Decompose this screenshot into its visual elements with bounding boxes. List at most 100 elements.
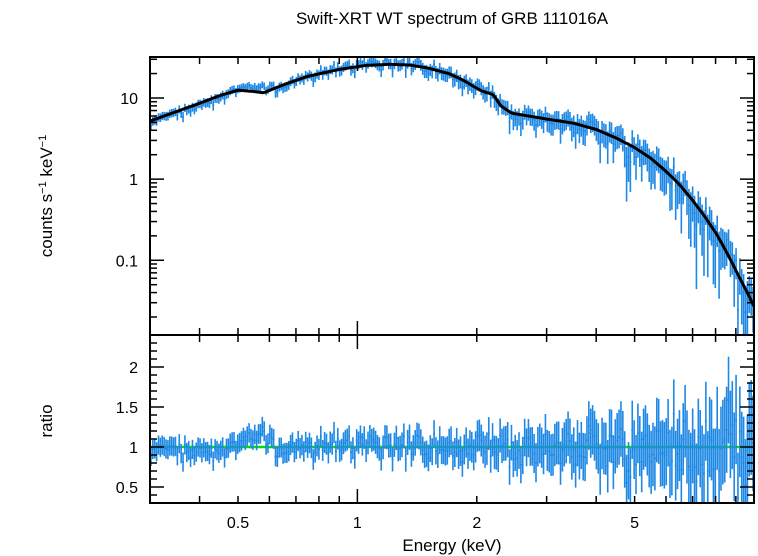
ratio-data-point [310,437,313,459]
ratio-data-point [542,433,545,475]
spectrum-data-point [718,231,721,299]
spectrum-data-point [584,120,587,147]
spectrum-data-point [484,87,486,103]
ratio-data-point [416,422,419,449]
ratio-data-point [316,435,318,457]
ratio-data-point [270,427,273,448]
spectrum-data-point [574,121,577,149]
ratio-data-point [516,440,519,477]
ratio-data-point [165,439,167,459]
ratio-data-point [463,434,466,465]
ratio-data-point [423,441,426,468]
ratio-data-point [453,437,456,467]
ratio-data-point [499,418,502,453]
ratio-data-point [748,382,751,477]
ratio-data-point [302,441,305,462]
ratio-data-point [604,422,607,475]
spectrum-data-point [604,124,607,149]
ratio-data-point [680,434,683,503]
ratio-data-point [701,425,704,503]
ratio-data-point [718,428,721,503]
ratio-data-point [485,432,488,465]
ratio-data-point [282,443,285,464]
ratio-data-point [348,425,351,448]
ratio-data-point [193,445,196,466]
ratio-data-point [576,420,579,467]
spectrum-data-point [442,67,445,81]
ratio-data-point [346,428,349,451]
ratio-data-point [640,431,643,493]
x-tick-label: 5 [630,515,639,532]
spectrum-data-point [508,112,511,135]
ratio-data-point [687,429,690,503]
ratio-data-point [629,447,632,503]
ratio-data-point [265,435,268,455]
ratio-data-point [402,423,405,449]
ratio-data-point [429,435,432,463]
ratio-data-point [638,416,641,477]
ratio-y-tick-label: 0.5 [116,480,138,497]
spectrum-data-point [561,113,564,135]
ratio-data-point [561,427,564,472]
ratio-data [150,356,754,503]
ratio-data-point [487,417,490,450]
spectrum-data-point [678,171,681,205]
ratio-data-point [531,427,534,466]
ratio-data-point [614,419,617,474]
spectrum-data-point [672,157,675,180]
ratio-data-point [421,436,424,463]
ratio-data-point [170,436,173,456]
ratio-data-point [325,433,328,455]
spectrum-data-point [740,268,743,325]
ratio-data-point [321,439,324,461]
ratio-data-point [168,436,171,456]
spectrum-data-point [582,120,585,145]
ratio-data-point [327,442,330,464]
ratio-data-point [578,432,581,480]
ratio-data-point [234,440,237,461]
axis-ticks [149,57,755,503]
spectrum-data-point [744,285,747,335]
ratio-data-point [312,449,315,470]
ratio-data-point [180,444,183,464]
spectrum-y-tick-label: 1 [129,172,138,189]
ratio-data-point [565,418,568,464]
ratio-data-point [721,399,724,485]
ratio-data-point [334,440,337,463]
spectrum-data-point [689,192,692,247]
ratio-data-point [540,427,543,468]
ratio-data-point [518,432,520,469]
ratio-data-point [723,397,726,483]
ratio-data-point [410,441,413,467]
ratio-data-point [355,429,358,452]
spectrum-data-point [518,108,520,126]
ratio-data-point [495,436,498,470]
ratio-data-point [667,398,670,467]
ratio-data-point [157,435,160,455]
ratio-data-point [208,444,211,465]
ratio-data-point [501,428,503,464]
ratio-data-point [374,430,377,454]
ratio-data-point [603,422,605,475]
ratio-data-point [268,424,271,445]
spectrum-data-point [610,122,613,144]
ratio-data-point [470,431,473,463]
ratio-data-point [550,434,553,476]
ratio-data-point [361,433,364,456]
spectrum-data-point [223,94,226,105]
ratio-data-point [197,437,200,457]
spectrum-data-point [572,115,575,138]
spectrum-data-point [548,113,551,133]
ratio-data-point [223,448,226,468]
ratio-data-point [202,438,205,458]
x-tick-label: 1 [353,515,362,532]
ratio-data-point [317,438,320,460]
ratio-data-point [263,421,266,442]
ratio-data-point [344,429,347,452]
ratio-data-point [216,440,218,461]
ratio-data-point [623,431,626,488]
spectrum-data-point [374,58,377,69]
ratio-data-point [319,425,322,447]
ratio-data-point [563,422,566,467]
ratio-data-point [636,403,639,464]
